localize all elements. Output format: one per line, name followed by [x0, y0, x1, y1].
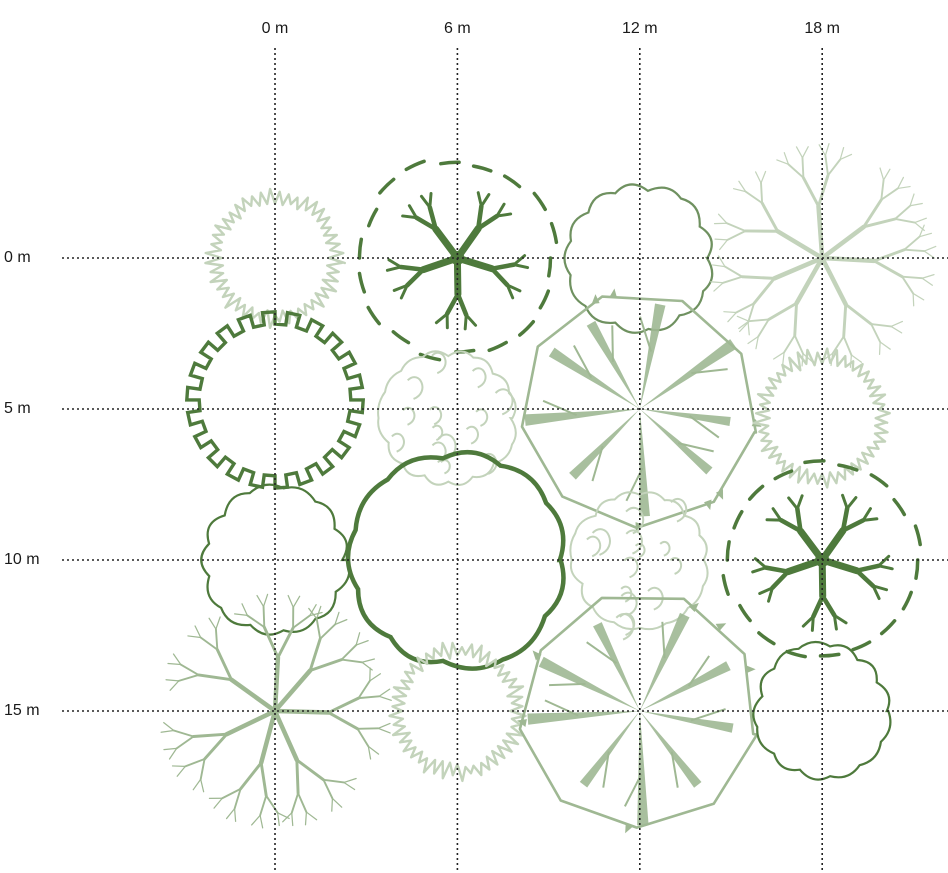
- y-tick-label-0: 0 m: [4, 249, 31, 266]
- tree-symbol-crenellated: [184, 309, 366, 490]
- tree-symbol-radial-wedge: [517, 596, 759, 834]
- tree-symbol-scalloped: [200, 483, 351, 636]
- tree-symbol-thick-blob: [345, 449, 566, 671]
- x-tick-label-12: 12 m: [622, 20, 658, 37]
- tree-symbol-spiky: [204, 187, 346, 329]
- x-tick-label-6: 6 m: [444, 20, 471, 37]
- y-tick-label-15: 15 m: [4, 702, 40, 719]
- tree-symbol-scalloped: [752, 641, 892, 781]
- tree-symbol-radial-thin: [160, 593, 392, 829]
- tree-symbol-curly: [569, 491, 709, 641]
- tree-symbol-scalloped: [563, 183, 714, 334]
- tree-symbol-curly: [377, 350, 517, 486]
- tree-symbol-branchy-gaps: [357, 159, 559, 362]
- y-tick-label-10: 10 m: [4, 551, 40, 568]
- tree-symbol-radial-thin: [710, 143, 937, 368]
- y-tick-label-5: 5 m: [4, 400, 31, 417]
- tree-symbol-radial-wedge: [520, 288, 762, 533]
- tree-symbol-spiky: [752, 347, 891, 489]
- x-tick-label-18: 18 m: [804, 20, 840, 37]
- tree-symbol-spiky: [388, 641, 527, 783]
- x-tick-label-0: 0 m: [261, 20, 289, 37]
- tree-symbols: [160, 143, 937, 834]
